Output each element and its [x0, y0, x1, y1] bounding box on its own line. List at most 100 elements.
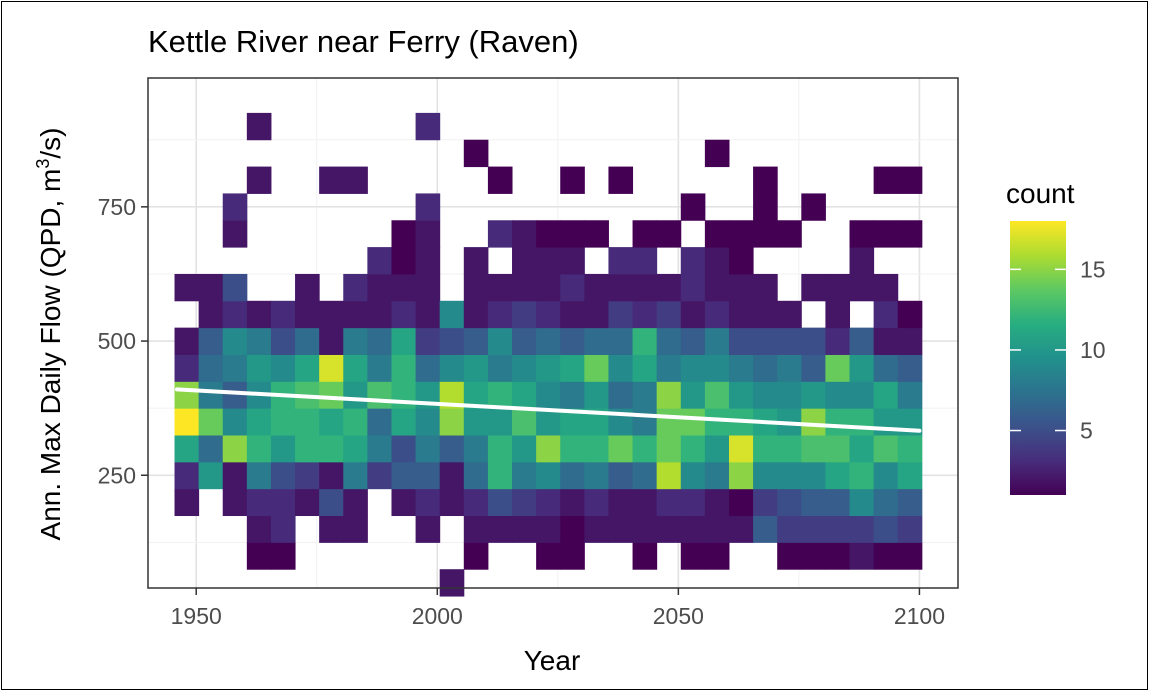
heatmap-tile — [319, 354, 344, 382]
heatmap-tile — [512, 354, 537, 382]
heatmap-tile — [415, 488, 441, 517]
x-axis-ticks: 1950 2000 2050 2100 — [171, 588, 945, 629]
heatmap-tile — [536, 461, 561, 490]
heatmap-tile — [560, 247, 585, 275]
heatmap-tile — [295, 327, 320, 355]
heatmap-tile — [415, 354, 441, 382]
heatmap-tile — [680, 247, 706, 275]
heatmap-tile — [439, 300, 465, 329]
heatmap-tile — [463, 461, 489, 490]
heatmap-tile — [897, 542, 923, 570]
heatmap-tile — [415, 247, 441, 275]
heatmap-tile — [777, 461, 802, 490]
heatmap-tile — [246, 327, 272, 355]
heatmap-tile — [512, 273, 537, 302]
heatmap-tile — [825, 515, 851, 543]
heatmap-tile — [777, 220, 802, 248]
heatmap-tile — [632, 327, 658, 355]
y-axis-label-sup: 3 — [33, 159, 53, 169]
y-axis-label-tail: /s) — [35, 128, 66, 159]
heatmap-tile — [608, 381, 634, 409]
heatmap-tile — [560, 220, 585, 248]
heatmap-tile — [246, 408, 272, 436]
heatmap-tile — [415, 408, 441, 436]
heatmap-tile — [246, 435, 272, 463]
heatmap-tile — [270, 408, 296, 436]
heatmap-tile — [560, 488, 585, 517]
heatmap-tile — [584, 354, 609, 382]
heatmap-tile — [873, 488, 899, 517]
heatmap-tile — [512, 408, 537, 436]
heatmap-tile — [608, 435, 634, 463]
heatmap-tile — [295, 300, 320, 329]
heatmap-tile — [608, 515, 634, 543]
heatmap-tile — [367, 435, 392, 463]
heatmap-tile — [270, 461, 296, 490]
heatmap-tile — [584, 220, 609, 248]
heatmap-tile — [728, 515, 754, 543]
heatmap-tile — [632, 247, 658, 275]
heatmap-tile — [439, 354, 465, 382]
heatmap-tile — [415, 515, 441, 543]
heatmap-tile — [319, 300, 344, 329]
heatmap-tile — [391, 408, 417, 436]
heatmap-tile — [319, 381, 344, 409]
heatmap-tile — [632, 488, 658, 517]
heatmap-tile — [560, 515, 585, 543]
heatmap-tiles — [174, 112, 923, 597]
heatmap-tile — [825, 273, 851, 302]
heatmap-tile — [463, 247, 489, 275]
heatmap-tile — [897, 515, 923, 543]
heatmap-tile — [897, 488, 923, 517]
heatmap-tile — [680, 461, 706, 490]
y-axis-ticks: 250 500 750 — [98, 194, 148, 488]
legend-tick-label: 5 — [1080, 418, 1093, 444]
heatmap-tile — [632, 381, 658, 409]
heatmap-tile — [439, 488, 465, 517]
heatmap-tile — [728, 220, 754, 248]
heatmap-tile — [536, 220, 561, 248]
heatmap-tile — [825, 435, 851, 463]
heatmap-tile — [174, 408, 200, 436]
heatmap-tile — [728, 461, 754, 490]
heatmap-tile — [849, 435, 875, 463]
heatmap-tile — [656, 408, 682, 436]
heatmap-tile — [680, 327, 706, 355]
heatmap-tile — [560, 300, 585, 329]
heatmap-tile — [680, 273, 706, 302]
heatmap-tile — [536, 542, 561, 570]
y-axis-label: Ann. Max Daily Flow (QPD, m3/s) — [33, 128, 66, 541]
heatmap-tile — [753, 435, 778, 463]
heatmap-tile — [415, 112, 441, 141]
heatmap-tile — [270, 300, 296, 329]
heatmap-tile — [222, 193, 248, 221]
heatmap-tile — [222, 327, 248, 355]
heatmap-tile — [246, 461, 272, 490]
y-tick-label: 250 — [98, 462, 136, 488]
heatmap-tile — [849, 542, 875, 570]
heatmap-tile — [825, 381, 851, 409]
trend-line — [174, 387, 922, 433]
heatmap-tile — [849, 273, 875, 302]
legend-title: count — [1006, 178, 1075, 209]
heatmap-tile — [849, 488, 875, 517]
heatmap-tile — [728, 300, 754, 329]
heatmap-tile — [584, 515, 609, 543]
heatmap-tile — [704, 435, 730, 463]
heatmap-tile — [174, 381, 200, 409]
heatmap-tile — [801, 461, 826, 490]
heatmap-tile — [343, 381, 368, 409]
heatmap-tile — [608, 461, 634, 490]
heatmap-tile — [198, 273, 224, 302]
heatmap-tile — [584, 300, 609, 329]
heatmap-tile — [753, 300, 778, 329]
heatmap-tile — [198, 381, 224, 409]
heatmap-tile — [704, 139, 730, 168]
heatmap-tile — [801, 488, 826, 517]
heatmap-tile — [632, 273, 658, 302]
heatmap-tile — [439, 408, 465, 436]
plot-border — [147, 77, 959, 589]
heatmap-tile — [849, 327, 875, 355]
heatmap-tile — [222, 461, 248, 490]
heatmap-tile — [246, 166, 272, 194]
